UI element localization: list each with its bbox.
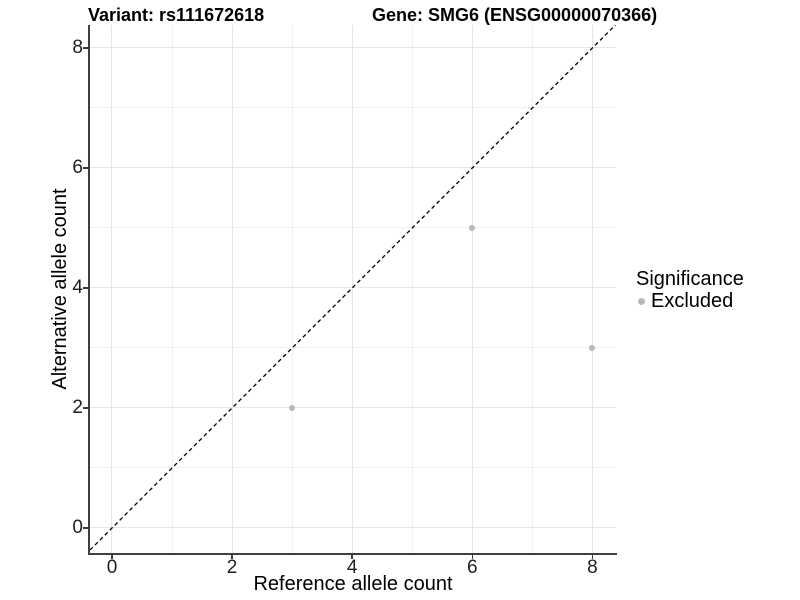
x-axis-title: Reference allele count [253,573,453,595]
identity-dashed-line [90,25,616,551]
plot-panel [90,25,616,553]
y-tick-mark [83,407,89,409]
legend-item-label: Excluded [651,290,734,312]
y-tick-mark [83,167,89,169]
x-minor-gridline [171,25,173,553]
x-tick-mark [471,553,474,559]
legend: Significance Excluded [636,268,744,311]
y-tick-label: 0 [72,516,83,538]
x-tick-mark [591,553,594,559]
x-minor-gridline [531,25,533,553]
x-tick-mark [351,553,353,559]
y-axis-title: Alternative allele count [49,188,71,390]
x-tick-label: 6 [467,557,478,578]
y-axis-line [88,25,90,555]
y-major-gridline [90,47,616,49]
x-tick-label: 8 [587,557,598,578]
variant-title: Variant: rs111672618 [88,5,265,25]
x-tick-mark [231,553,233,559]
x-tick-label: 4 [346,557,358,578]
y-tick-mark [83,287,89,289]
legend-title: Significance [636,268,744,290]
y-tick-label: 6 [72,156,83,178]
y-minor-gridline [90,347,616,349]
y-tick-label: 4 [72,276,83,298]
data-point [469,224,476,231]
excluded-dot-icon [638,297,645,305]
y-major-gridline [90,407,616,409]
y-major-gridline [90,527,616,529]
data-point [289,404,296,411]
y-major-gridline [90,167,616,169]
x-tick-mark [111,553,113,559]
gene-title: Gene: SMG6 (ENSG00000070366) [372,5,658,25]
y-tick-mark [83,527,89,529]
x-major-gridline [111,25,113,553]
x-minor-gridline [291,25,293,553]
y-minor-gridline [90,467,616,469]
y-minor-gridline [90,227,616,229]
x-major-gridline [471,25,473,553]
data-point [589,344,596,351]
y-minor-gridline [90,107,616,109]
x-major-gridline [351,25,353,553]
y-tick-label: 8 [72,36,83,58]
legend-item-excluded: Excluded [636,291,744,311]
y-tick-label: 2 [72,396,83,418]
x-minor-gridline [411,25,413,553]
x-tick-label: 0 [106,557,118,578]
y-tick-mark [83,47,89,49]
x-major-gridline [231,25,233,553]
x-tick-label: 2 [226,557,238,578]
x-major-gridline [591,25,593,553]
